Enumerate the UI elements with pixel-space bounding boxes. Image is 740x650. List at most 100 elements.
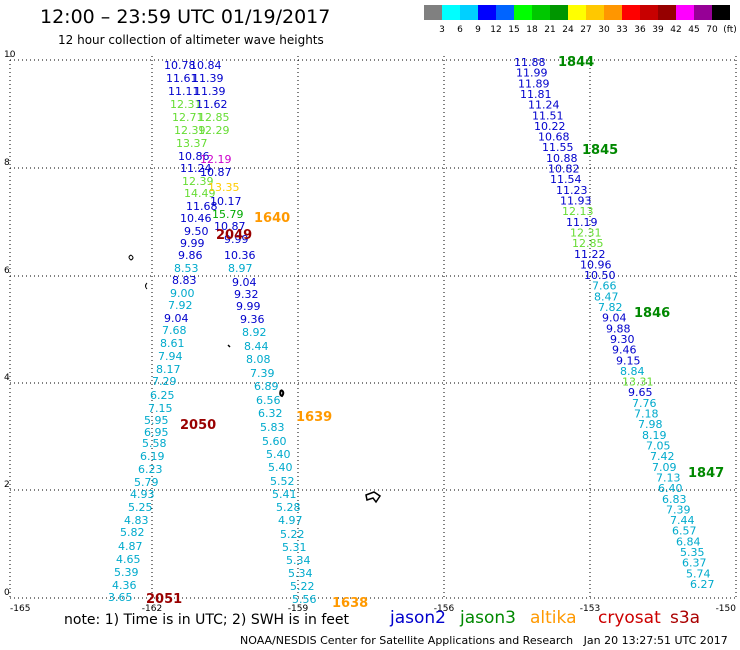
wave-height-value: 11.11 <box>168 85 200 98</box>
legend-label: 18 <box>526 25 538 35</box>
wave-height-value: 10.22 <box>534 120 566 133</box>
wave-height-value: 12.85 <box>198 111 230 124</box>
wave-height-value: 7.15 <box>148 402 173 415</box>
wave-height-value: 5.79 <box>134 476 159 489</box>
wave-height-value: 11.24 <box>528 99 560 112</box>
wave-height-value: 8.08 <box>246 353 271 366</box>
legend-swatch <box>568 5 586 20</box>
wave-height-value: 5.40 <box>266 448 291 461</box>
wave-height-value: 5.58 <box>142 437 167 450</box>
wave-height-value: 9.86 <box>178 249 203 262</box>
wave-height-value: 5.60 <box>262 435 287 448</box>
page-subtitle: 12 hour collection of altimeter wave hei… <box>58 33 324 47</box>
x-tick-label: -153 <box>580 604 600 614</box>
wave-height-value: 13.35 <box>208 181 240 194</box>
pass-time-label: 2049 <box>216 228 252 243</box>
wave-height-value: 15.79 <box>212 208 244 221</box>
wave-height-value: 7.68 <box>162 324 187 337</box>
wave-height-value: 4.93 <box>130 488 155 501</box>
lat-lon-grid <box>9 56 737 600</box>
wave-height-value: 8.61 <box>160 337 185 350</box>
wave-height-value: 10.82 <box>548 163 580 176</box>
wave-height-value: 11.88 <box>514 56 546 69</box>
wave-height-value: 9.04 <box>602 312 627 325</box>
wave-height-value: 9.30 <box>610 333 635 346</box>
legend-label: 45 <box>688 25 700 35</box>
wave-height-value: 7.98 <box>638 418 663 431</box>
wave-height-value: 4.97 <box>278 514 303 527</box>
wave-height-value: 14.49 <box>184 187 216 200</box>
wave-height-value: 3.65 <box>108 591 133 604</box>
wave-height-value: 6.95 <box>144 426 169 439</box>
wave-height-value: 6.57 <box>672 525 697 538</box>
wave-height-value: 6.27 <box>690 578 715 591</box>
wave-height-value: 9.32 <box>234 288 259 301</box>
wave-height-value: 6.37 <box>682 557 707 570</box>
legend-label: 12 <box>490 25 502 35</box>
wave-height-value: 9.99 <box>236 300 261 313</box>
legend-swatch <box>460 5 478 20</box>
wave-height-value: 4.36 <box>112 579 137 592</box>
wave-height-value: 9.99 <box>180 237 205 250</box>
wave-height-value: 5.22 <box>280 528 305 541</box>
wave-height-value: 11.89 <box>518 77 550 90</box>
legend-swatch <box>622 5 640 20</box>
wave-height-value: 9.00 <box>170 287 195 300</box>
wave-height-value: 12.19 <box>200 153 232 166</box>
wave-height-value: 10.46 <box>180 212 212 225</box>
wave-height-value: 5.52 <box>270 475 295 488</box>
legend-label: 33 <box>616 25 628 35</box>
wave-height-value: 11.81 <box>520 88 552 101</box>
wave-height-value: 5.83 <box>260 421 285 434</box>
island-outline <box>365 491 382 504</box>
wave-height-value: 7.82 <box>598 301 623 314</box>
island-outline <box>128 254 134 261</box>
wave-height-value: 9.88 <box>606 322 631 335</box>
wave-height-value: 5.56 <box>292 593 317 606</box>
wave-height-value: 5.40 <box>268 461 293 474</box>
wave-height-value: 11.68 <box>186 200 218 213</box>
wave-height-value: 11.19 <box>566 216 598 229</box>
legend-label: 36 <box>634 25 646 35</box>
wave-height-value: 9.46 <box>612 344 637 357</box>
wave-height-value: 12.31 <box>170 98 202 111</box>
y-tick-label: 0 <box>4 588 10 598</box>
satellite-jason2: jason2 <box>390 608 446 628</box>
wave-height-value: 9.36 <box>240 313 265 326</box>
legend-label: 15 <box>508 25 520 35</box>
y-tick-label: 10 <box>4 50 16 60</box>
pass-time-label: 1844 <box>558 55 594 70</box>
wave-height-value: 5.41 <box>272 488 297 501</box>
wave-height-value: 6.83 <box>662 493 687 506</box>
wave-height-value: 6.40 <box>658 482 683 495</box>
legend-swatch <box>496 5 514 20</box>
wave-height-value: 13.37 <box>176 137 208 150</box>
wave-height-value: 12.85 <box>572 237 604 250</box>
wave-height-value: 11.55 <box>542 141 574 154</box>
satellite-jason3: jason3 <box>460 608 516 628</box>
legend-swatch <box>532 5 550 20</box>
wave-height-value: 5.95 <box>144 414 169 427</box>
wave-height-value: 7.29 <box>152 375 177 388</box>
y-tick-label: 2 <box>4 480 10 490</box>
wave-height-value: 9.99 <box>224 233 249 246</box>
pass-time-label: 1640 <box>254 211 290 226</box>
wave-height-value: 6.84 <box>676 535 701 548</box>
wave-height-value: 5.39 <box>114 566 139 579</box>
legend-swatch <box>640 5 658 20</box>
wave-height-value: 9.04 <box>164 312 189 325</box>
pass-time-label: 1846 <box>634 306 670 321</box>
x-tick-label: -165 <box>10 604 30 614</box>
wave-height-value: 7.39 <box>250 367 275 380</box>
wave-height-value: 5.31 <box>282 541 307 554</box>
satellite-altika: altika <box>530 608 577 628</box>
wave-height-value: 7.94 <box>158 350 183 363</box>
wave-height-value: 7.05 <box>646 440 671 453</box>
wave-height-value: 12.29 <box>198 124 230 137</box>
wave-height-value: 9.15 <box>616 354 641 367</box>
wave-height-value: 12.13 <box>562 205 594 218</box>
pass-time-label: 1638 <box>332 596 368 611</box>
wave-height-value: 6.32 <box>258 407 283 420</box>
wave-height-value: 10.86 <box>178 150 210 163</box>
wave-height-value: 7.44 <box>670 514 695 527</box>
